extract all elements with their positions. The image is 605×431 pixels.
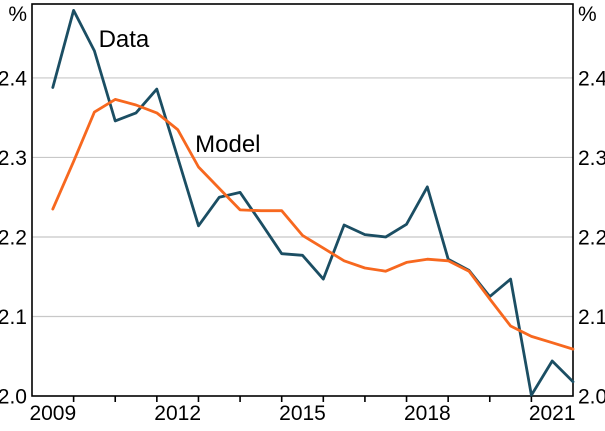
y-axis-label-left-2.3: 2.3 (0, 147, 27, 170)
annotation-model-label: Model (195, 131, 260, 158)
unit-label-left: % (8, 3, 27, 26)
unit-label-right: % (578, 3, 597, 26)
y-axis-label-left-2.1: 2.1 (0, 306, 27, 329)
y-axis-label-left-2.0: 2.0 (0, 386, 27, 409)
y-axis-label-right-2.0: 2.0 (578, 386, 605, 409)
series-line-data (51, 8, 575, 397)
x-axis-label-2009: 2009 (29, 402, 76, 425)
x-axis-label-2021: 2021 (529, 402, 576, 425)
annotation-data-label: Data (99, 26, 150, 53)
y-axis-label-left-2.2: 2.2 (0, 226, 27, 249)
y-axis-label-right-2.4: 2.4 (578, 67, 605, 90)
y-axis-label-right-2.1: 2.1 (578, 306, 605, 329)
x-axis-label-2012: 2012 (154, 402, 201, 425)
x-axis-label-2018: 2018 (404, 402, 451, 425)
y-axis-label-right-2.3: 2.3 (578, 147, 605, 170)
plot-border (31, 3, 574, 397)
y-axis-label-left-2.4: 2.4 (0, 67, 27, 90)
y-axis-label-right-2.2: 2.2 (578, 226, 605, 249)
x-axis-label-2015: 2015 (279, 402, 326, 425)
series-line-model (51, 98, 575, 351)
